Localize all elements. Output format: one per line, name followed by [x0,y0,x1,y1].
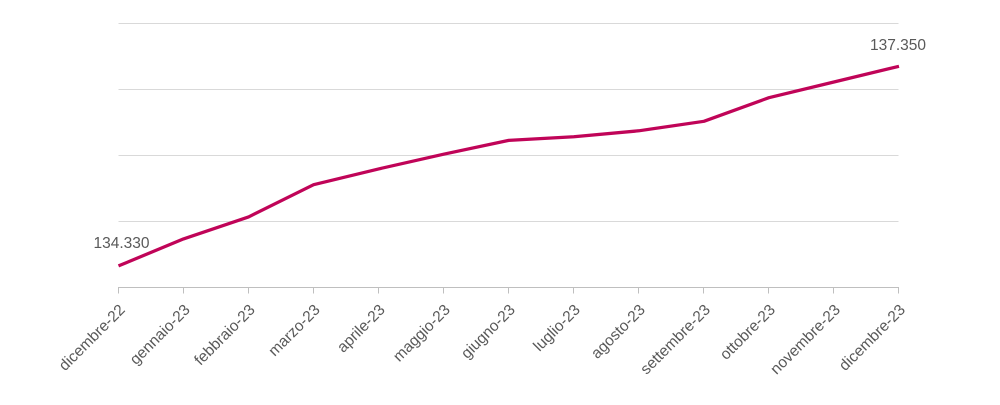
svg-text:134.330: 134.330 [93,235,149,252]
svg-text:137.350: 137.350 [870,37,926,54]
